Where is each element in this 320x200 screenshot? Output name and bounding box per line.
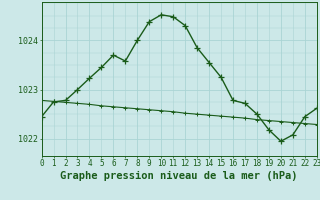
X-axis label: Graphe pression niveau de la mer (hPa): Graphe pression niveau de la mer (hPa) [60,171,298,181]
